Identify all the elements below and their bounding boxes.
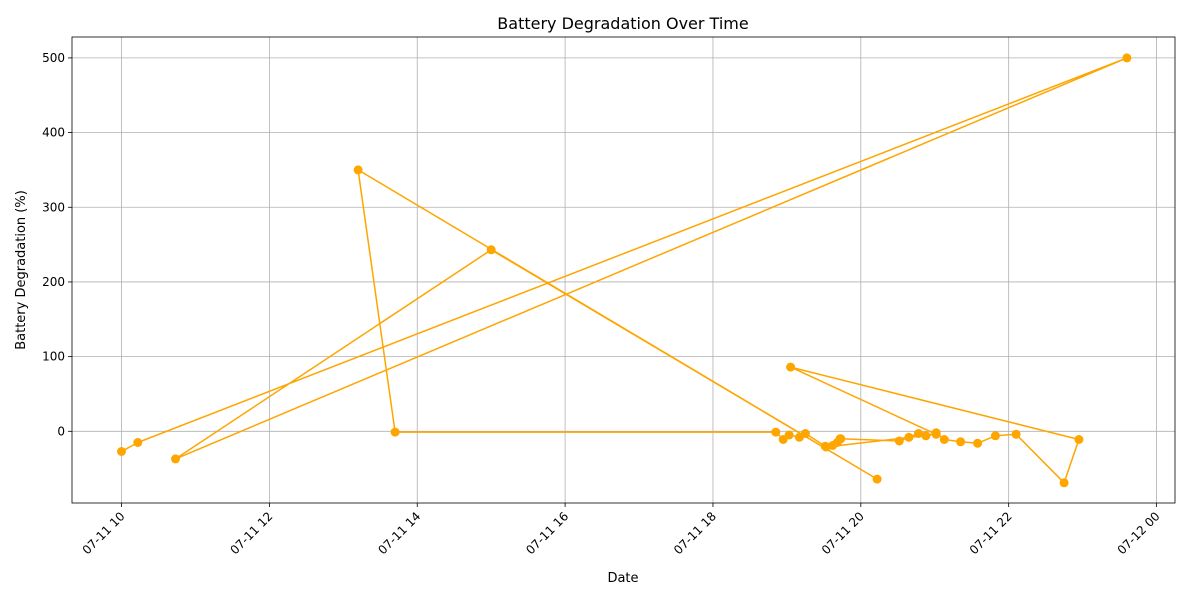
series-battery-degradation bbox=[117, 53, 1132, 488]
data-point bbox=[786, 362, 796, 372]
plot-frame bbox=[71, 36, 1176, 504]
y-tick-label: 100 bbox=[42, 350, 65, 364]
y-tick-label: 0 bbox=[57, 424, 65, 438]
y-tick-label: 200 bbox=[42, 275, 65, 289]
data-point bbox=[894, 436, 904, 446]
data-point bbox=[133, 438, 143, 447]
data-point bbox=[117, 447, 126, 456]
data-point bbox=[956, 437, 966, 447]
data-point bbox=[1059, 478, 1069, 488]
data-point bbox=[973, 438, 983, 448]
data-point bbox=[990, 431, 1000, 441]
data-point bbox=[771, 427, 781, 437]
x-axis-label: Date bbox=[607, 571, 638, 586]
data-point bbox=[1011, 429, 1021, 439]
data-point bbox=[390, 427, 400, 437]
data-point bbox=[939, 435, 949, 444]
data-point bbox=[821, 442, 831, 452]
y-axis-label: Battery Degradation (%) bbox=[14, 190, 29, 350]
y-tick-label: 400 bbox=[42, 126, 65, 140]
data-point bbox=[784, 430, 794, 440]
data-point bbox=[931, 429, 941, 439]
data-point bbox=[921, 431, 931, 441]
chart-title: Battery Degradation Over Time bbox=[497, 14, 748, 33]
data-point bbox=[904, 432, 914, 442]
data-point bbox=[1122, 53, 1132, 63]
data-point bbox=[800, 429, 810, 438]
data-point bbox=[486, 245, 496, 255]
y-tick-label: 500 bbox=[42, 51, 65, 65]
data-point bbox=[1074, 435, 1084, 444]
grid-lines bbox=[72, 37, 1175, 503]
data-point bbox=[836, 434, 846, 444]
y-axis-ticks: 0 100 200 300 400 500 bbox=[42, 51, 72, 438]
data-point bbox=[914, 429, 923, 438]
data-point bbox=[171, 454, 180, 464]
y-tick-label: 300 bbox=[42, 200, 65, 214]
data-point bbox=[353, 165, 363, 175]
data-point bbox=[872, 474, 882, 484]
